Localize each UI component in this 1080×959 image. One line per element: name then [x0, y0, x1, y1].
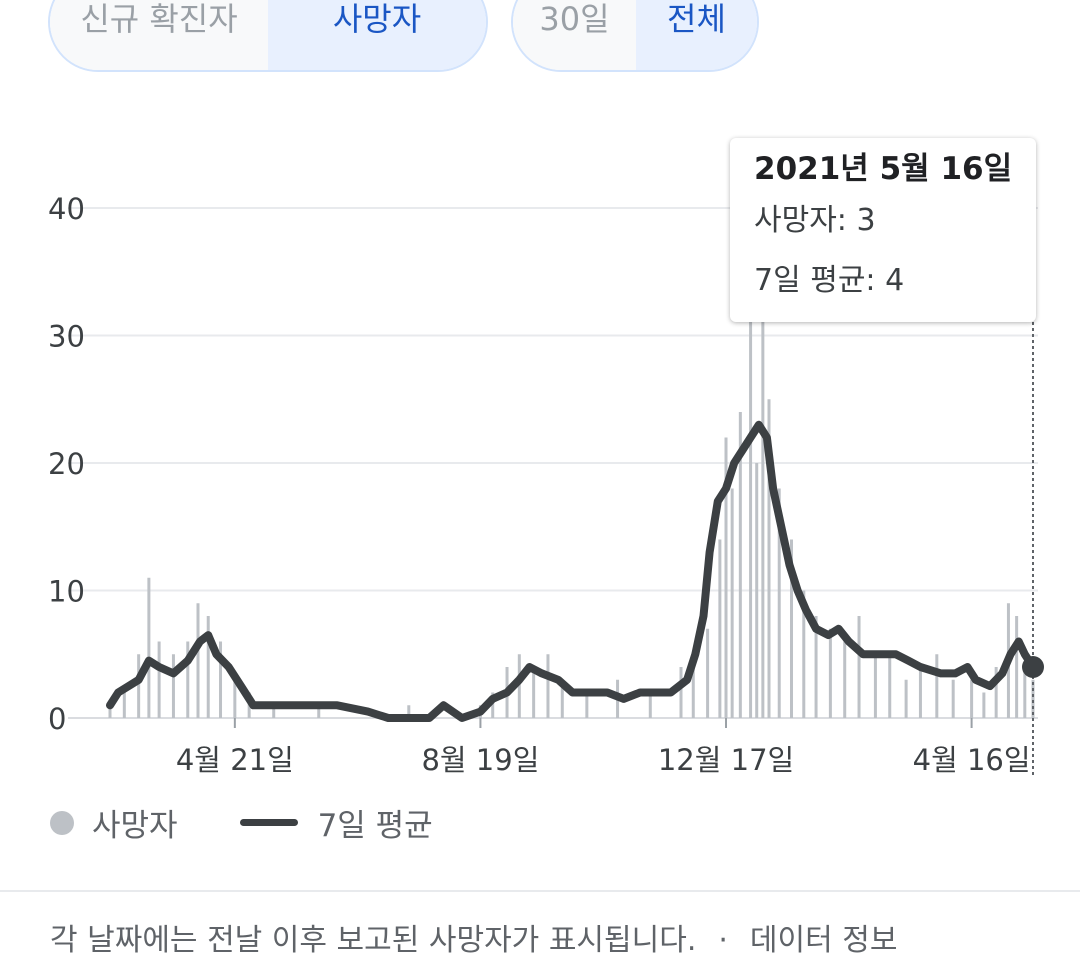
- y-tick-label: 20: [48, 447, 85, 481]
- bar: [761, 271, 765, 718]
- hover-cursor: [1022, 322, 1044, 775]
- bar: [790, 539, 794, 718]
- bar: [546, 654, 550, 718]
- bar: [1023, 667, 1027, 718]
- legend-average-label: 7일 평균: [317, 808, 433, 844]
- divider: [0, 890, 1080, 892]
- bar: [755, 463, 759, 718]
- bar: [1015, 616, 1019, 718]
- footer-separator: ·: [718, 923, 728, 958]
- bar: [857, 616, 861, 718]
- deaths-chart[interactable]: 0 10 20 30 40 4월 21일 8월 19일 12월 17일 4월 16일: [0, 0, 1080, 800]
- chart-tooltip: 2021년 5월 16일 사망자: 3 7일 평균: 4: [730, 138, 1036, 322]
- bar: [122, 692, 126, 718]
- bar: [108, 705, 112, 718]
- bar: [904, 679, 908, 718]
- bar: [206, 616, 210, 718]
- bar: [724, 437, 728, 718]
- y-tick-label: 40: [48, 192, 85, 226]
- tab-new-cases[interactable]: 신규 확진자: [50, 0, 268, 70]
- bar: [171, 654, 175, 718]
- tab-30-days[interactable]: 30일: [513, 0, 636, 70]
- bar: [767, 399, 771, 718]
- legend-deaths-label: 사망자: [92, 808, 178, 844]
- bar: [233, 679, 237, 718]
- average-line: [106, 420, 1037, 722]
- x-tick-label: 8월 19일: [421, 743, 539, 777]
- legend-line-icon: [239, 819, 298, 826]
- bar: [1031, 679, 1035, 718]
- bar: [918, 667, 922, 718]
- bar: [317, 705, 321, 718]
- bar: [730, 488, 734, 718]
- bar: [272, 705, 276, 718]
- bar: [491, 692, 495, 718]
- bar: [407, 705, 411, 718]
- bar: [843, 641, 847, 718]
- x-tick-label: 4월 16일: [913, 743, 1031, 777]
- bar: [749, 208, 753, 718]
- x-tick-label: 4월 21일: [176, 743, 294, 777]
- bar: [777, 488, 781, 718]
- data-info-link[interactable]: 데이터 정보: [749, 923, 898, 958]
- bar: [951, 679, 955, 718]
- y-tick-label: 10: [48, 575, 85, 609]
- bar: [157, 641, 161, 718]
- bar: [147, 577, 151, 718]
- bar: [873, 654, 877, 718]
- bar: [828, 628, 832, 718]
- legend-dot-icon: [50, 810, 74, 835]
- tooltip-average: 7일 평균: 4: [754, 263, 905, 298]
- bar: [888, 654, 892, 718]
- bar: [585, 692, 589, 718]
- bar: [994, 667, 998, 718]
- tooltip-deaths: 사망자: 3: [754, 203, 876, 238]
- bar: [186, 641, 190, 718]
- bar: [706, 628, 710, 718]
- y-tick-label: 30: [48, 320, 85, 354]
- bar: [691, 654, 695, 718]
- line-series: [106, 420, 1037, 722]
- selected-point: [1022, 656, 1044, 678]
- x-tick-label: 12월 17일: [658, 743, 794, 777]
- bar: [517, 654, 521, 718]
- bar: [196, 603, 200, 718]
- metric-toggle: 신규 확진자 사망자: [48, 0, 488, 72]
- bar: [802, 590, 806, 718]
- bar: [648, 692, 652, 718]
- bar: [560, 679, 564, 718]
- bar: [970, 679, 974, 718]
- x-axis-labels: 4월 21일 8월 19일 12월 17일 4월 16일: [176, 718, 1031, 777]
- bar: [718, 539, 722, 718]
- bar: [982, 692, 986, 718]
- chart-legend: 사망자 7일 평균: [50, 800, 433, 845]
- y-tick-label: 0: [48, 702, 66, 736]
- range-toggle: 30일 전체: [511, 0, 759, 72]
- tab-all-time[interactable]: 전체: [636, 0, 757, 70]
- bar: [532, 667, 536, 718]
- bar: [219, 641, 223, 718]
- bar: [814, 616, 818, 718]
- tab-deaths[interactable]: 사망자: [268, 0, 486, 70]
- bar: [935, 654, 939, 718]
- footer: 각 날짜에는 전날 이후 보고된 사망자가 표시됩니다. · 데이터 정보: [50, 915, 897, 959]
- bar: [738, 412, 742, 718]
- footer-note: 각 날짜에는 전날 이후 보고된 사망자가 표시됩니다.: [50, 923, 697, 958]
- bar: [137, 654, 141, 718]
- tooltip-date: 2021년 5월 16일: [754, 151, 1013, 187]
- y-axis-labels: 0 10 20 30 40: [48, 192, 85, 736]
- bar: [679, 667, 683, 718]
